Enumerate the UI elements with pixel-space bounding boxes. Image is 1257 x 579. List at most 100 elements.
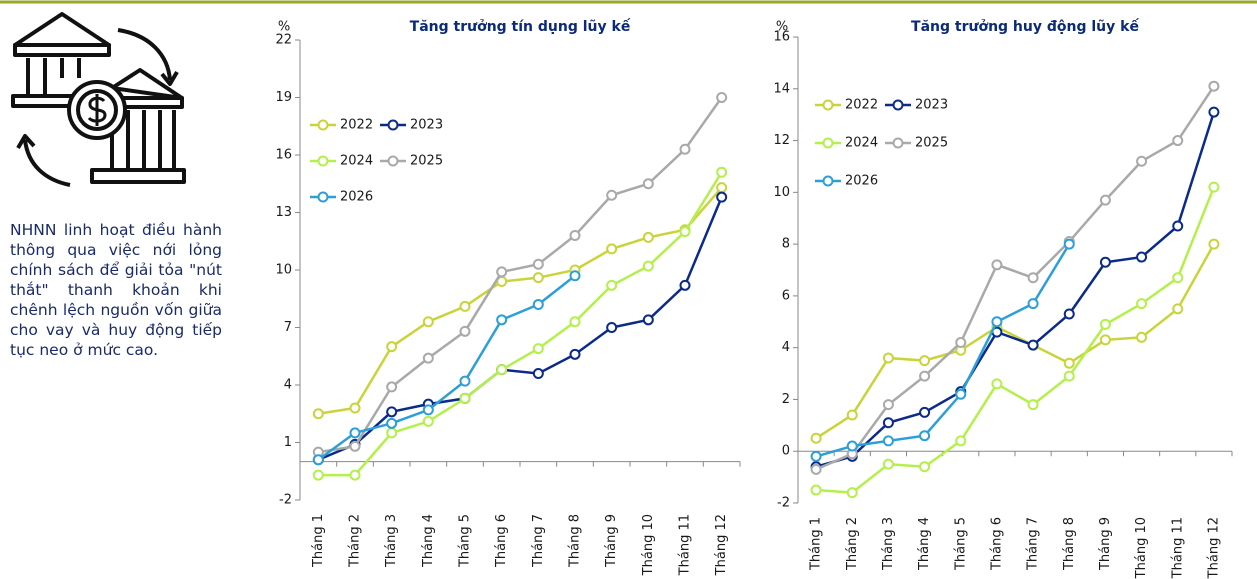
data-point bbox=[496, 266, 508, 278]
data-point bbox=[1136, 298, 1148, 310]
data-point bbox=[496, 364, 508, 376]
x-tick-label: Tháng 1 bbox=[311, 514, 326, 568]
data-point bbox=[679, 226, 691, 238]
x-tick-label: Tháng 10 bbox=[1134, 517, 1149, 579]
legend-label: 2026 bbox=[845, 174, 878, 189]
data-point bbox=[349, 440, 361, 452]
bank-icon bbox=[11, 12, 186, 187]
data-point bbox=[882, 458, 894, 470]
data-point bbox=[882, 399, 894, 411]
data-point bbox=[459, 392, 471, 404]
data-point bbox=[846, 409, 858, 421]
x-tick-label: Tháng 6 bbox=[989, 517, 1004, 571]
data-point bbox=[386, 427, 398, 439]
data-point bbox=[569, 230, 581, 241]
data-point bbox=[1099, 334, 1111, 346]
data-point bbox=[642, 314, 654, 326]
series-line bbox=[815, 243, 1071, 458]
data-point bbox=[1027, 272, 1039, 284]
data-point bbox=[386, 406, 398, 418]
y-tick-label: 16 bbox=[275, 148, 292, 163]
data-point bbox=[1063, 238, 1075, 250]
data-point bbox=[1027, 399, 1039, 411]
data-point bbox=[1208, 80, 1220, 92]
data-point bbox=[606, 189, 618, 201]
data-point bbox=[386, 381, 398, 393]
data-point bbox=[1063, 308, 1075, 320]
x-tick-label: Tháng 2 bbox=[348, 514, 363, 568]
data-point bbox=[1208, 181, 1220, 193]
data-point bbox=[716, 191, 728, 203]
data-point bbox=[919, 430, 931, 442]
data-point bbox=[1027, 339, 1039, 351]
legend-marker bbox=[317, 155, 329, 167]
data-point bbox=[919, 406, 931, 418]
x-tick-label: Tháng 3 bbox=[384, 514, 399, 568]
data-point bbox=[532, 343, 544, 355]
data-point bbox=[1099, 256, 1111, 268]
y-tick-label: 19 bbox=[275, 90, 292, 105]
y-axis-label: % bbox=[278, 20, 290, 35]
x-tick-label: Tháng 7 bbox=[1026, 517, 1041, 571]
data-point bbox=[1136, 155, 1148, 167]
data-point bbox=[846, 440, 858, 452]
data-point bbox=[810, 450, 822, 462]
y-tick-label: 12 bbox=[773, 133, 790, 148]
legend-label: 2026 bbox=[340, 190, 373, 205]
data-point bbox=[1136, 331, 1148, 343]
legend-marker bbox=[892, 99, 904, 111]
data-point bbox=[422, 404, 434, 416]
data-point bbox=[532, 299, 544, 310]
legend-label: 2022 bbox=[340, 118, 373, 133]
series-line bbox=[318, 171, 723, 477]
y-tick-label: 4 bbox=[284, 378, 292, 393]
legend-label: 2024 bbox=[340, 154, 373, 169]
y-tick-label: 14 bbox=[773, 81, 790, 96]
legend-marker bbox=[387, 155, 399, 167]
x-tick-label: Tháng 9 bbox=[604, 514, 619, 568]
data-point bbox=[606, 279, 618, 291]
series-line bbox=[317, 196, 723, 461]
data-point bbox=[846, 487, 858, 499]
y-tick-label: 4 bbox=[782, 340, 790, 355]
data-point bbox=[349, 402, 361, 414]
x-tick-label: Tháng 11 bbox=[1170, 517, 1185, 579]
data-point bbox=[991, 259, 1003, 271]
y-tick-label: 6 bbox=[782, 288, 790, 303]
data-point bbox=[882, 417, 894, 429]
data-point bbox=[1172, 220, 1184, 232]
chart-title: Tăng trưởng huy động lũy kế bbox=[911, 18, 1139, 35]
y-tick-label: -2 bbox=[777, 496, 790, 511]
data-point bbox=[919, 355, 931, 367]
data-point bbox=[459, 375, 471, 387]
data-point bbox=[386, 341, 398, 353]
data-point bbox=[532, 272, 544, 284]
y-tick-label: 8 bbox=[782, 237, 790, 252]
data-point bbox=[569, 316, 581, 328]
x-tick-label: Tháng 1 bbox=[809, 517, 824, 571]
y-tick-label: 16 bbox=[773, 30, 790, 45]
series-line bbox=[815, 85, 1215, 471]
data-point bbox=[606, 243, 618, 255]
legend-marker bbox=[822, 137, 834, 149]
data-point bbox=[642, 178, 654, 190]
data-point bbox=[919, 370, 931, 382]
data-point bbox=[532, 368, 544, 379]
legend-marker bbox=[892, 137, 904, 149]
data-point bbox=[349, 427, 361, 439]
legend-marker bbox=[822, 99, 834, 111]
data-point bbox=[532, 258, 544, 270]
y-tick-label: 1 bbox=[284, 435, 292, 450]
data-point bbox=[1027, 298, 1039, 310]
series-line bbox=[318, 186, 723, 415]
x-tick-label: Tháng 6 bbox=[494, 514, 509, 568]
data-point bbox=[1172, 272, 1184, 284]
x-tick-label: Tháng 12 bbox=[1206, 517, 1221, 579]
data-point bbox=[716, 182, 728, 194]
data-point bbox=[496, 314, 508, 326]
x-tick-label: Tháng 2 bbox=[845, 517, 860, 571]
data-point bbox=[679, 279, 691, 291]
x-tick-label: Tháng 10 bbox=[641, 514, 656, 576]
y-tick-label: 10 bbox=[275, 263, 292, 278]
